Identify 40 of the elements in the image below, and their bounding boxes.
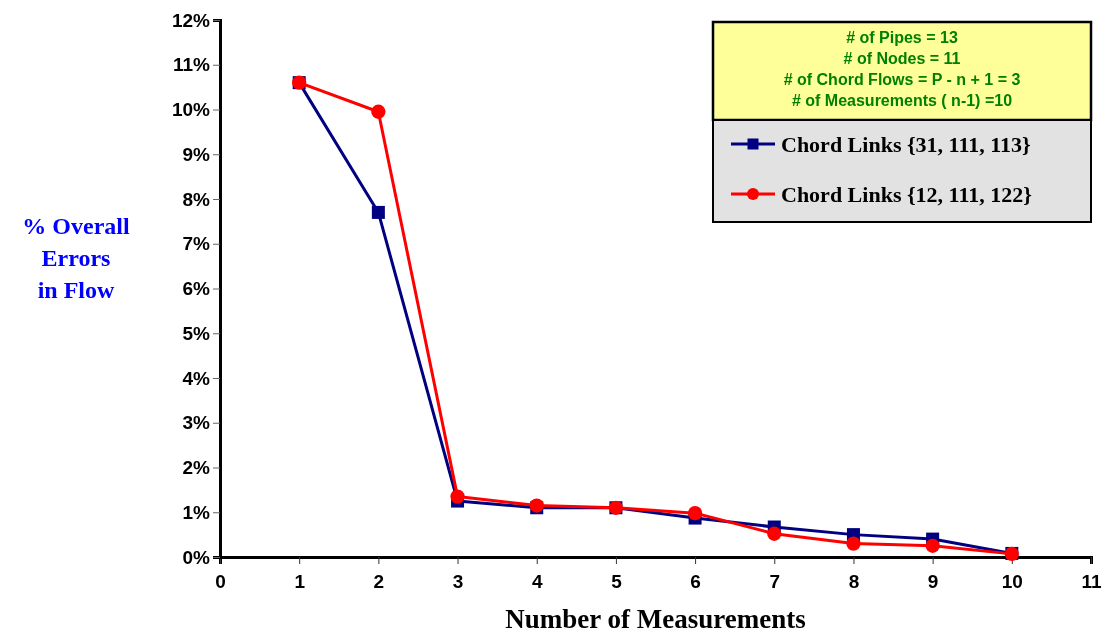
y-tick-label: 2% (182, 457, 211, 479)
x-tick-label: 8 (848, 570, 860, 592)
x-tick-label: 0 (215, 570, 226, 592)
y-tick-label: 12% (171, 9, 211, 31)
x-tick-label: 11 (1081, 570, 1102, 592)
legend-label: Chord Links {31, 111, 113} (781, 132, 1031, 157)
point (767, 526, 782, 541)
y-tick-label: 0% (182, 546, 211, 568)
y-tick-label: 10% (171, 99, 211, 121)
x-tick-label: 3 (452, 570, 464, 592)
y-tick-label: 5% (182, 322, 211, 344)
y-tick-label: 11% (173, 54, 211, 76)
x-tick-label: 10 (1001, 570, 1023, 592)
x-tick-label: 7 (769, 570, 781, 592)
x-tick-label: 4 (531, 570, 543, 592)
annotation: # of Nodes = 11 (843, 50, 961, 67)
y-tick-label: 3% (182, 412, 211, 434)
point (450, 489, 465, 504)
y-tick-label: 4% (182, 367, 211, 389)
annotation: # of Chord Flows = P - n + 1 = 3 (783, 71, 1021, 88)
point (371, 205, 385, 219)
annotation: # of Measurements ( n-1) =10 (791, 92, 1013, 109)
x-tick-label: 5 (611, 570, 623, 592)
y-tick-label: 6% (182, 278, 211, 300)
y-tick-label: 7% (182, 233, 211, 255)
x-axis-title: Number of Measurements (505, 604, 806, 634)
annotation: # of Pipes = 13 (846, 29, 958, 46)
legend-label: Chord Links {12, 111, 122} (781, 182, 1032, 207)
y-tick-label: 1% (182, 501, 211, 523)
point (925, 538, 940, 553)
point (846, 536, 861, 551)
x-tick-label: 9 (927, 570, 939, 592)
point (687, 506, 703, 521)
point (371, 104, 386, 119)
y-axis-title: % Overall Errors in Flow (22, 213, 130, 303)
x-tick-label: 1 (294, 570, 306, 592)
x-tick-label: 6 (690, 570, 701, 592)
y-tick-label: 9% (182, 143, 211, 165)
x-tick-label: 2 (373, 570, 385, 592)
y-tick-label: 8% (182, 188, 211, 210)
